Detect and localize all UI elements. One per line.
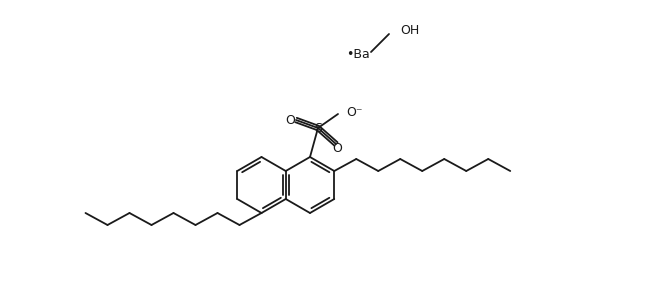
Text: O⁻: O⁻ (346, 107, 362, 120)
Text: S: S (314, 122, 322, 134)
Text: •Ba: •Ba (346, 48, 370, 62)
Text: O: O (285, 113, 295, 126)
Text: O: O (332, 143, 342, 156)
Text: OH: OH (400, 24, 419, 37)
